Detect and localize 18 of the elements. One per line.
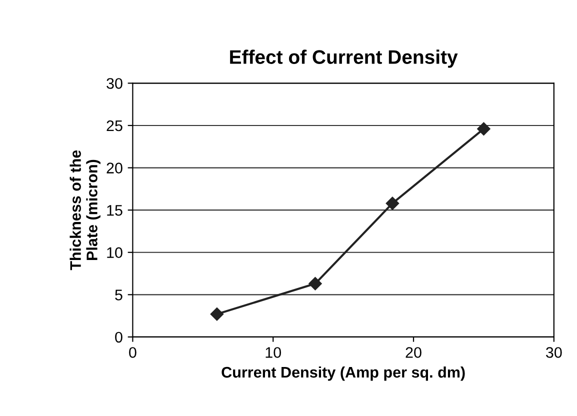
y-tick-label: 25	[106, 120, 122, 132]
x-tick-label: 20	[406, 347, 422, 358]
y-tick-label: 20	[106, 162, 122, 174]
y-tick-label: 30	[106, 78, 122, 89]
point	[477, 122, 490, 136]
point	[386, 196, 400, 210]
x-tick-label: 0	[129, 347, 136, 358]
y-axis-title: Thickness of the Plate (micron)	[70, 150, 100, 270]
y-tick-label: 10	[107, 247, 122, 258]
x-tick-label: 10	[266, 347, 282, 358]
x-tick-label: 30	[546, 347, 562, 358]
y-tick-label: 15	[107, 205, 122, 216]
point	[210, 308, 224, 321]
chart-title: Effect of Current Density	[230, 50, 458, 68]
y-tick-label: 5	[115, 290, 122, 300]
x-axis-title: Current Density (Amp per sq. dm)	[222, 366, 465, 381]
y-tick-label: 0	[115, 332, 122, 343]
point	[308, 277, 322, 290]
